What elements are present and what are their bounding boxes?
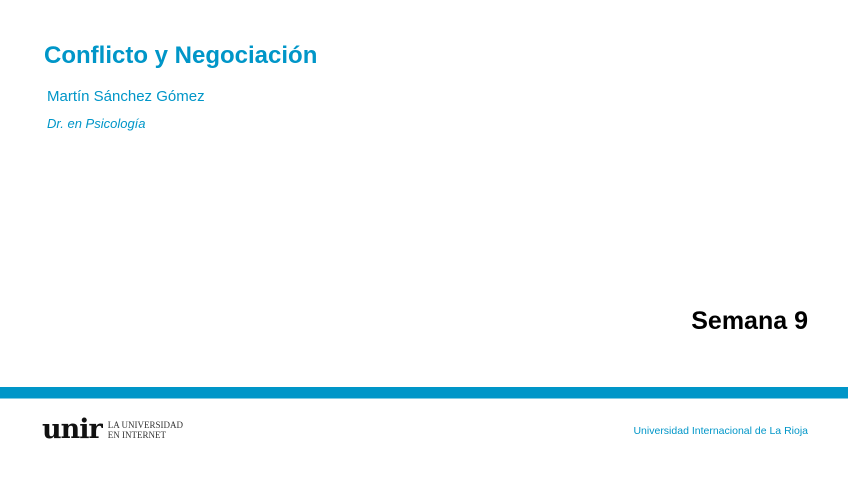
week-label: Semana 9 bbox=[691, 307, 808, 335]
author-degree: Dr. en Psicología bbox=[47, 116, 146, 131]
accent-bar-line bbox=[0, 398, 848, 399]
accent-bar bbox=[0, 387, 848, 398]
logo-tagline: LA UNIVERSIDAD EN INTERNET bbox=[108, 420, 183, 440]
course-title: Conflicto y Negociación bbox=[44, 42, 318, 69]
author-name: Martín Sánchez Gómez bbox=[47, 88, 205, 105]
university-name: Universidad Internacional de La Rioja bbox=[633, 425, 808, 437]
logo-tagline-line1: LA UNIVERSIDAD bbox=[107, 419, 183, 430]
logo-mark: unir bbox=[42, 414, 103, 445]
logo-tagline-line2: EN INTERNET bbox=[107, 429, 166, 440]
unir-logo: unir LA UNIVERSIDAD EN INTERNET bbox=[42, 416, 183, 443]
